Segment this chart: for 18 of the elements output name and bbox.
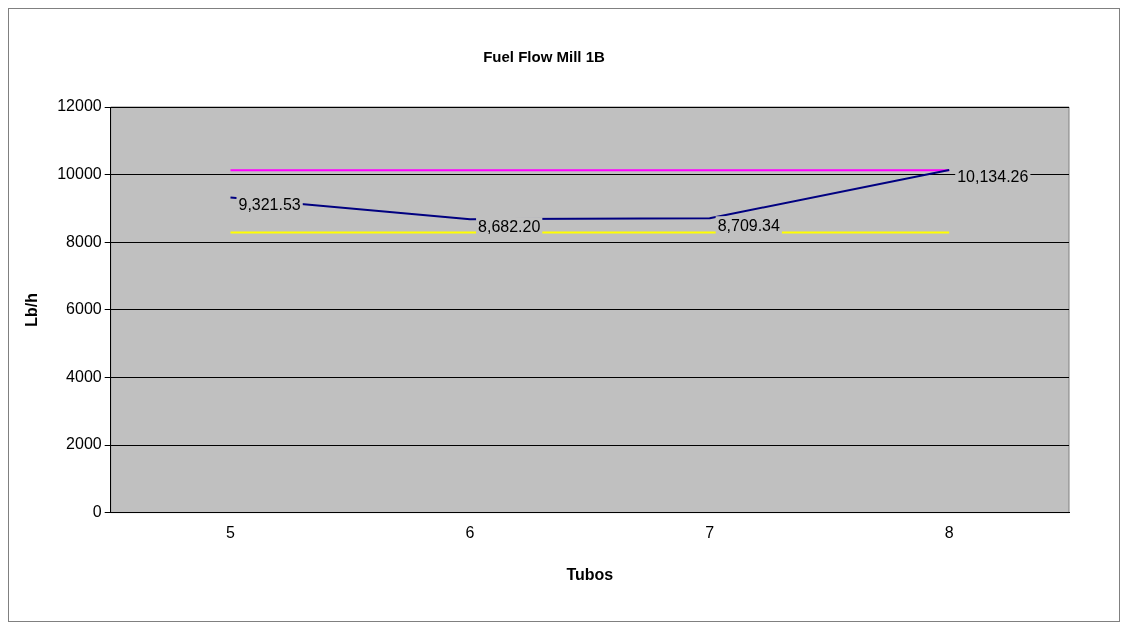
data-label: 9,321.53 [238,195,301,213]
data-label: 10,134.26 [957,168,1029,186]
y-axis-title: Lb/h [23,292,41,327]
y-tick-label: 12000 [57,97,102,115]
y-tick-label: 6000 [66,300,102,318]
x-tick-label: 7 [705,523,715,541]
y-tick-label: 0 [92,503,102,521]
y-tick-label: 2000 [66,435,102,453]
y-tick-label: 10000 [57,165,102,183]
y-tick-label: 4000 [66,367,102,385]
x-tick-label: 5 [226,523,236,541]
x-axis-title: Tubos [566,565,614,583]
chart-title: Fuel Flow Mill 1B [483,48,605,66]
data-label: 8,682.20 [478,217,541,235]
x-tick-label: 6 [465,523,475,541]
x-tick-label: 8 [944,523,954,541]
y-tick-label: 8000 [66,232,102,250]
data-label: 8,709.34 [717,216,781,234]
